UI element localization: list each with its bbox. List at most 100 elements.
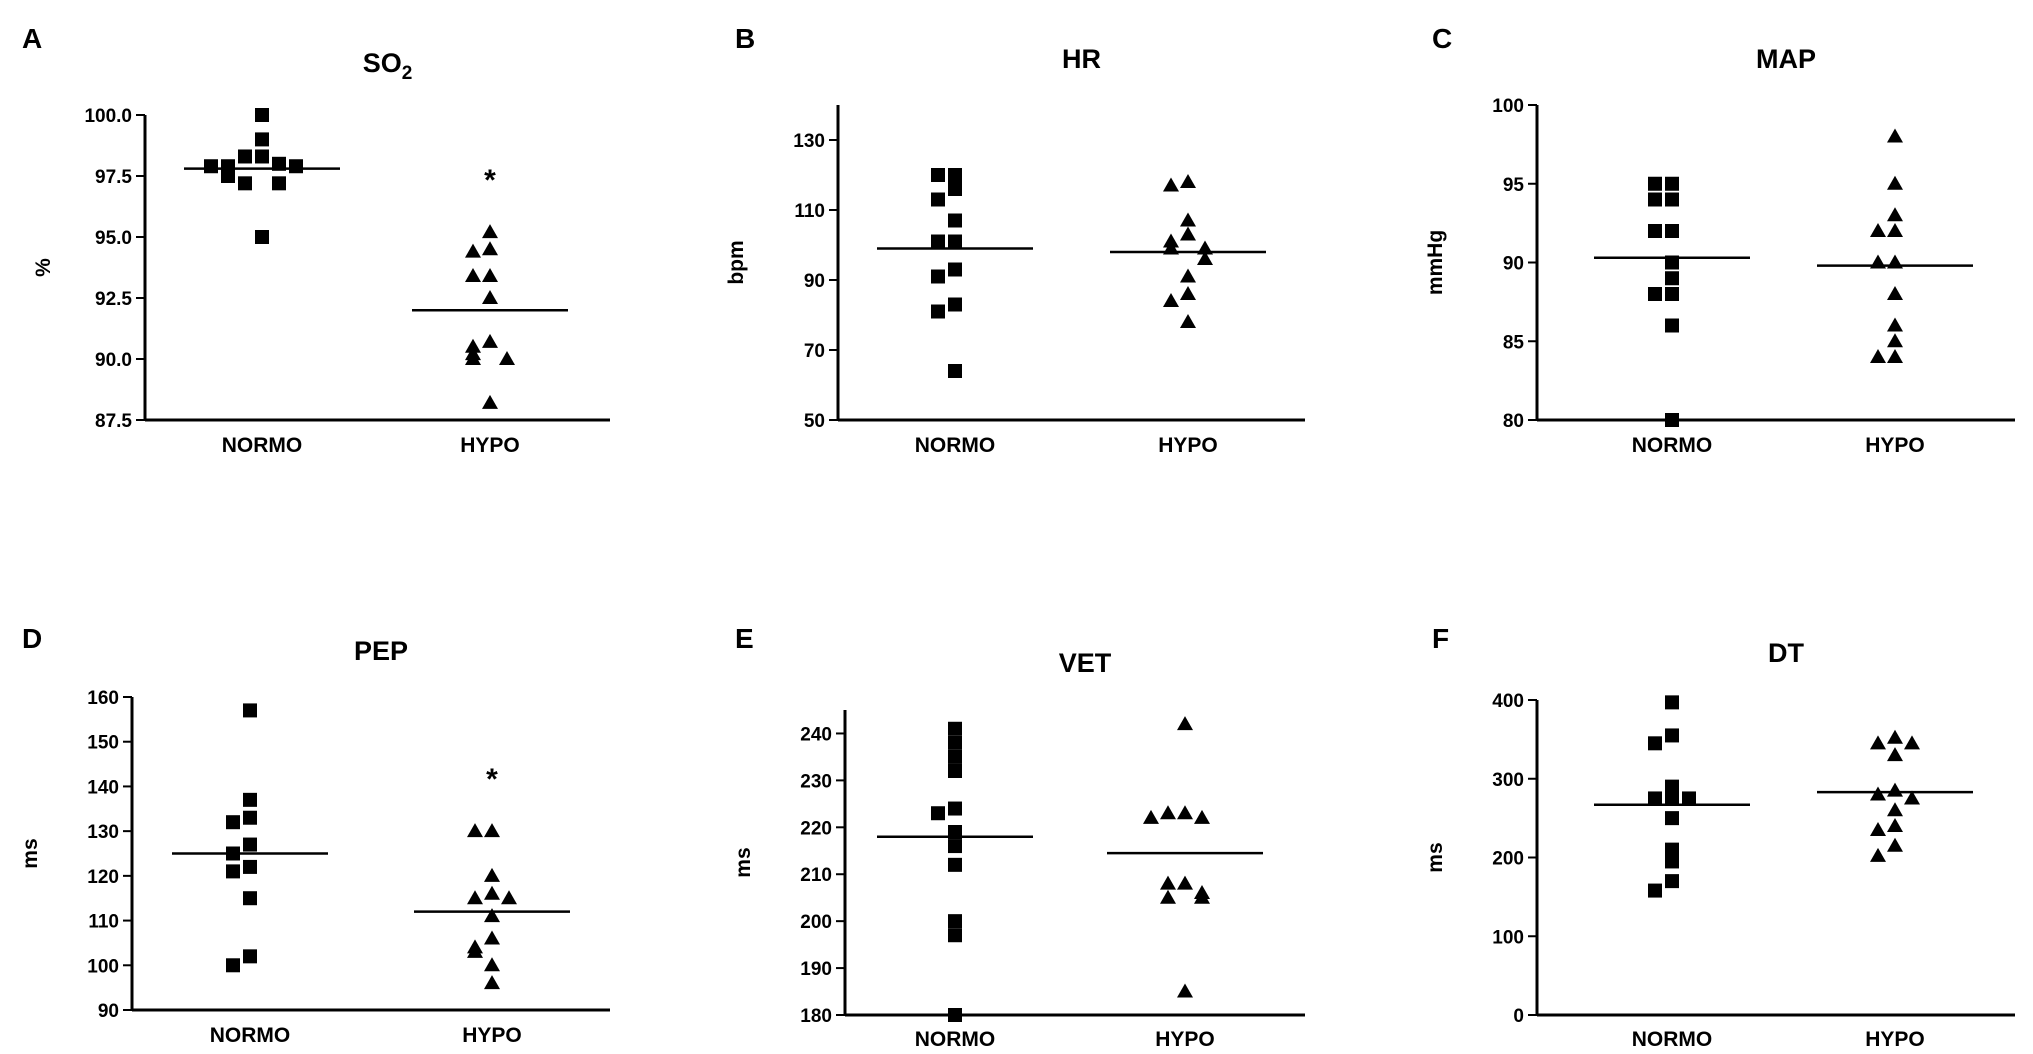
- data-point-hypo: [465, 351, 481, 365]
- data-point-hypo: [484, 908, 500, 923]
- data-point-normo: [948, 262, 962, 277]
- data-point-hypo: [1887, 747, 1903, 762]
- data-point-normo: [948, 297, 962, 312]
- data-point-hypo: [1870, 223, 1886, 237]
- data-point-hypo: [484, 885, 500, 900]
- x-category-label: HYPO: [1865, 434, 1925, 457]
- panel-letter: A: [22, 23, 42, 54]
- y-tick-label: 140: [87, 777, 119, 798]
- chart-title: DT: [1768, 638, 1804, 668]
- data-point-normo: [1665, 287, 1679, 301]
- data-point-hypo: [1904, 790, 1920, 805]
- data-point-hypo: [1904, 735, 1920, 750]
- data-point-normo: [255, 108, 269, 122]
- x-category-label: NORMO: [210, 1024, 291, 1047]
- x-category-label: NORMO: [915, 1028, 996, 1051]
- panel-letter: B: [735, 23, 755, 54]
- data-point-normo: [1648, 176, 1662, 191]
- data-point-hypo: [1870, 821, 1886, 836]
- data-point-normo: [238, 149, 252, 164]
- data-point-hypo: [482, 268, 498, 283]
- y-tick-label: 220: [800, 818, 832, 839]
- data-point-hypo: [482, 290, 498, 304]
- y-axis-label: %: [32, 258, 55, 277]
- data-point-hypo: [499, 351, 515, 365]
- panel-letter: C: [1432, 23, 1452, 54]
- y-tick-label: 210: [800, 865, 832, 886]
- data-point-normo: [1665, 271, 1679, 286]
- data-point-normo: [1648, 192, 1662, 207]
- chart-title: SO2: [363, 48, 413, 84]
- data-point-normo: [948, 749, 962, 764]
- significance-marker: *: [486, 763, 498, 796]
- data-point-hypo: [1180, 174, 1196, 188]
- x-category-label: NORMO: [1632, 434, 1713, 457]
- data-point-normo: [931, 806, 945, 821]
- data-point-normo: [931, 304, 945, 319]
- chart-title: MAP: [1756, 44, 1816, 74]
- data-point-hypo: [1180, 314, 1196, 328]
- y-tick-label: 100.0: [84, 106, 132, 127]
- data-point-hypo: [482, 394, 498, 409]
- data-point-hypo: [1887, 175, 1903, 190]
- y-tick-label: 95.0: [95, 228, 132, 249]
- x-category-label: HYPO: [462, 1024, 522, 1047]
- data-point-normo: [931, 269, 945, 284]
- y-tick-label: 92.5: [95, 289, 132, 310]
- y-axis-label: bpm: [725, 240, 748, 284]
- data-point-normo: [243, 837, 257, 852]
- data-point-hypo: [465, 338, 481, 353]
- panel-letter: F: [1432, 623, 1449, 654]
- y-tick-label: 95: [1503, 175, 1525, 196]
- y-tick-label: 200: [800, 912, 832, 933]
- data-point-normo: [948, 839, 962, 854]
- data-point-normo: [1648, 883, 1662, 898]
- data-point-normo: [948, 857, 962, 872]
- x-category-label: HYPO: [1155, 1028, 1215, 1051]
- data-point-normo: [1648, 287, 1662, 301]
- data-point-normo: [948, 735, 962, 750]
- y-tick-label: 80: [1503, 411, 1524, 432]
- data-point-normo: [948, 168, 962, 182]
- data-point-hypo: [484, 957, 500, 972]
- data-point-hypo: [1197, 251, 1213, 265]
- data-point-hypo: [1870, 349, 1886, 363]
- x-category-label: HYPO: [1865, 1028, 1925, 1051]
- y-tick-label: 100: [1492, 927, 1524, 948]
- data-point-normo: [243, 859, 257, 874]
- y-axis-label: ms: [19, 838, 42, 868]
- data-point-normo: [1665, 413, 1679, 427]
- panel-d: D PEP ms 90 100 110 120 130 140 150 160 NORMO HYPO *: [19, 623, 610, 1047]
- data-point-normo: [226, 815, 240, 830]
- data-point-normo: [1665, 728, 1679, 743]
- data-point-hypo: [482, 333, 498, 348]
- data-point-normo: [948, 914, 962, 929]
- y-tick-label: 300: [1492, 770, 1524, 791]
- data-point-normo: [1665, 192, 1679, 207]
- data-point-normo: [1648, 791, 1662, 806]
- data-point-hypo: [484, 975, 500, 990]
- y-tick-label: 85: [1503, 332, 1525, 353]
- x-category-label: NORMO: [1632, 1028, 1713, 1051]
- data-point-normo: [948, 1008, 962, 1022]
- y-tick-label: 400: [1492, 691, 1524, 712]
- y-tick-label: 110: [794, 201, 825, 222]
- data-point-normo: [1665, 318, 1679, 333]
- y-tick-label: 100: [1492, 96, 1524, 117]
- panel-b: B HR bpm 50 70 90 110 130 NORMO HYPO: [725, 23, 1305, 457]
- y-tick-label: 240: [800, 724, 832, 745]
- data-point-hypo: [484, 930, 500, 945]
- data-point-normo: [1665, 854, 1679, 869]
- y-axis-label: ms: [732, 847, 755, 877]
- data-point-hypo: [467, 943, 483, 958]
- data-point-normo: [1665, 224, 1679, 238]
- chart-title-main: DT: [1768, 638, 1804, 668]
- chart-title-main: SO: [363, 48, 402, 78]
- data-point-normo: [948, 234, 962, 249]
- data-point-hypo: [1887, 802, 1903, 817]
- panel-c: C MAP mmHg 80 85 90 95 100 NORMO HYPO: [1424, 23, 2015, 457]
- data-point-hypo: [1180, 286, 1196, 300]
- data-point-hypo: [1887, 782, 1903, 797]
- data-point-hypo: [1870, 735, 1886, 750]
